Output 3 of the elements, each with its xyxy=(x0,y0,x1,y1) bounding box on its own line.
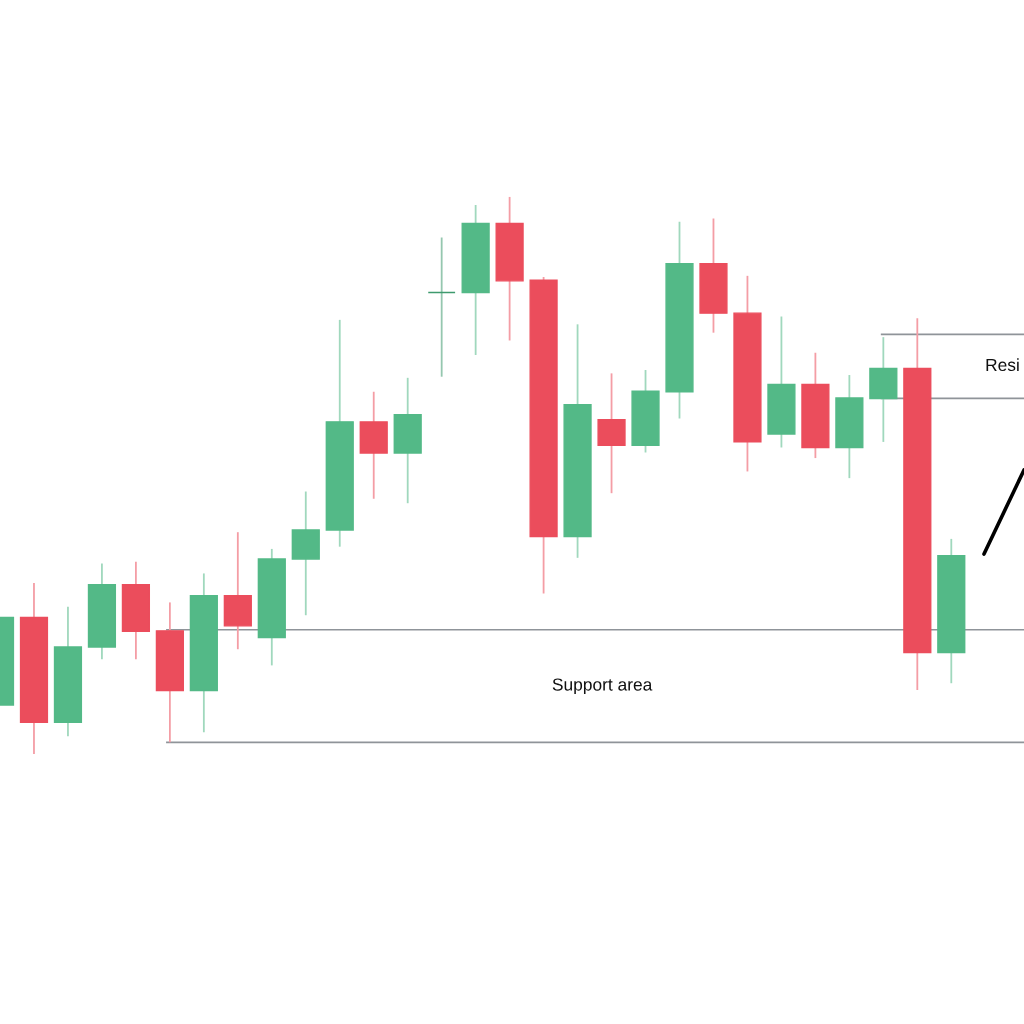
ref-line-label: Support area xyxy=(552,678,653,695)
candlestick xyxy=(427,236,456,378)
ref-line-label: Resi xyxy=(986,358,1019,372)
